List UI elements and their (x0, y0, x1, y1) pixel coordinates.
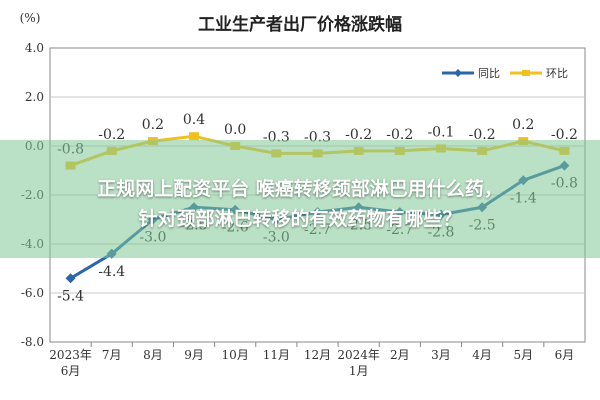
y-unit-label: (%) (20, 11, 41, 25)
legend-marker (454, 69, 462, 77)
data-label: 0.2 (142, 117, 164, 133)
overlay-text-line-2: 针对颈部淋巴转移的有效药物有哪些？ (138, 208, 462, 230)
data-label: -0.2 (345, 127, 372, 143)
data-label: -4.4 (98, 264, 125, 280)
x-tick-label: 5月 (513, 348, 533, 362)
y-tick-label: 2.0 (25, 90, 44, 104)
x-tick-label: 9月 (184, 348, 204, 362)
x-tick-label: 3月 (431, 348, 451, 362)
x-tick-label: 10月 (222, 348, 249, 362)
data-label: -0.2 (386, 127, 413, 143)
x-tick-label: 2023年 6月 (49, 348, 92, 378)
data-point (189, 132, 200, 141)
y-tick-label: 4.0 (25, 41, 44, 55)
data-label: -5.4 (57, 288, 84, 304)
caption-overlay: 正规网上配资平台 喉癌转移颈部淋巴用什么药， 针对颈部淋巴转移的有效药物有哪些？ (0, 140, 600, 258)
y-tick-label: -8.0 (21, 335, 44, 349)
y-tick-label: -6.0 (21, 286, 44, 300)
x-tick-label: 2月 (390, 348, 410, 362)
data-label: 0.2 (512, 117, 534, 133)
x-tick-label: 12月 (304, 348, 331, 362)
data-label: -0.2 (551, 127, 578, 143)
x-tick-label: 6月 (555, 348, 575, 362)
data-label: -0.1 (427, 124, 454, 140)
overlay-text-line-1: 正规网上配资平台 喉癌转移颈部淋巴用什么药， (97, 178, 503, 200)
data-label: -0.2 (469, 127, 496, 143)
data-label: 0.0 (224, 122, 246, 138)
x-tick-label: 8月 (143, 348, 163, 362)
data-point (65, 273, 76, 284)
x-tick-label: 4月 (472, 348, 492, 362)
x-tick-label: 7月 (102, 348, 122, 362)
data-label: 0.4 (183, 112, 205, 128)
x-tick-label: 11月 (263, 348, 290, 362)
data-label: -0.2 (98, 127, 125, 143)
legend-label-1: 环比 (546, 67, 568, 80)
legend-label-0: 同比 (478, 67, 500, 80)
x-tick-label: 2024年 1月 (337, 348, 380, 378)
chart-title: 工业生产者出厂价格涨跌幅 (198, 14, 402, 35)
legend-marker (522, 70, 530, 76)
